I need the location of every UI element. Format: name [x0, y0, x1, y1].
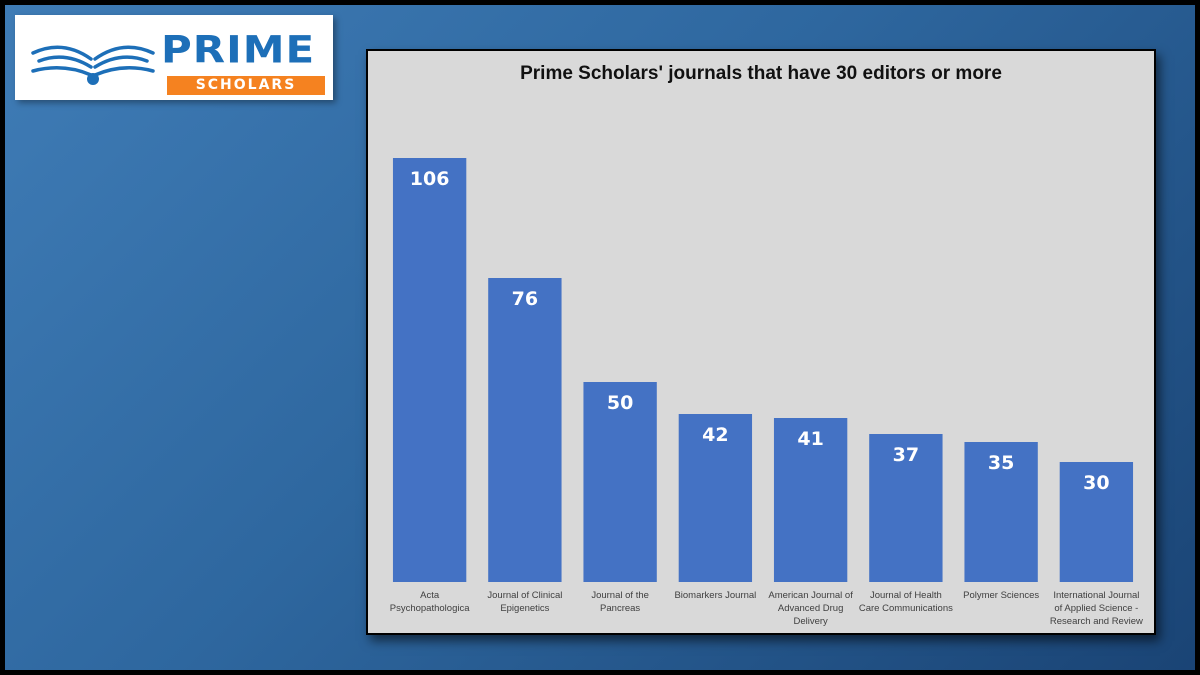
category-label-4: American Journal of Advanced Drug Delivery — [768, 590, 853, 627]
bar-2 — [583, 382, 657, 582]
category-label-5: Journal of Health Care Communications — [859, 590, 953, 614]
bar-chart: 106 Acta Psychopathologica 76 Journal of Cli… — [390, 158, 1143, 627]
bar-value-label-2: 50 — [607, 392, 633, 414]
category-label-1: Journal of Clinical Epigenetics — [487, 590, 562, 614]
logo-wordmark-prime: PRIME — [161, 27, 316, 72]
bar-6 — [964, 442, 1038, 582]
bar-value-label-0: 106 — [410, 168, 450, 190]
logo-wordmark-scholars: SCHOLARS — [167, 76, 325, 95]
bar-1 — [488, 278, 562, 582]
bar-7 — [1059, 462, 1134, 582]
bar-4 — [773, 418, 848, 582]
chart-title: Prime Scholars' journals that have 30 ed… — [520, 63, 1002, 84]
bar-0 — [392, 158, 467, 582]
bar-5 — [869, 434, 943, 582]
category-label-2: Journal of the Pancreas — [591, 590, 649, 614]
category-label-0: Acta Psychopathologica — [390, 590, 470, 614]
bar-value-label-3: 42 — [702, 424, 728, 446]
category-label-6: Polymer Sciences — [963, 590, 1039, 601]
bar-value-label-5: 37 — [893, 444, 919, 466]
bar-value-label-7: 30 — [1083, 472, 1109, 494]
bar-value-label-4: 41 — [797, 428, 823, 450]
bar-value-label-6: 35 — [988, 452, 1014, 474]
category-label-7: International Journal of Applied Science … — [1050, 590, 1143, 627]
prime-scholars-logo: PRIME SCHOLARS — [15, 15, 333, 100]
bar-3 — [678, 414, 753, 582]
category-label-3: Biomarkers Journal — [674, 590, 756, 601]
bar-value-label-1: 76 — [512, 288, 538, 310]
open-book-icon — [31, 45, 155, 85]
bar-chart-panel: Prime Scholars' journals that have 30 ed… — [366, 49, 1156, 635]
